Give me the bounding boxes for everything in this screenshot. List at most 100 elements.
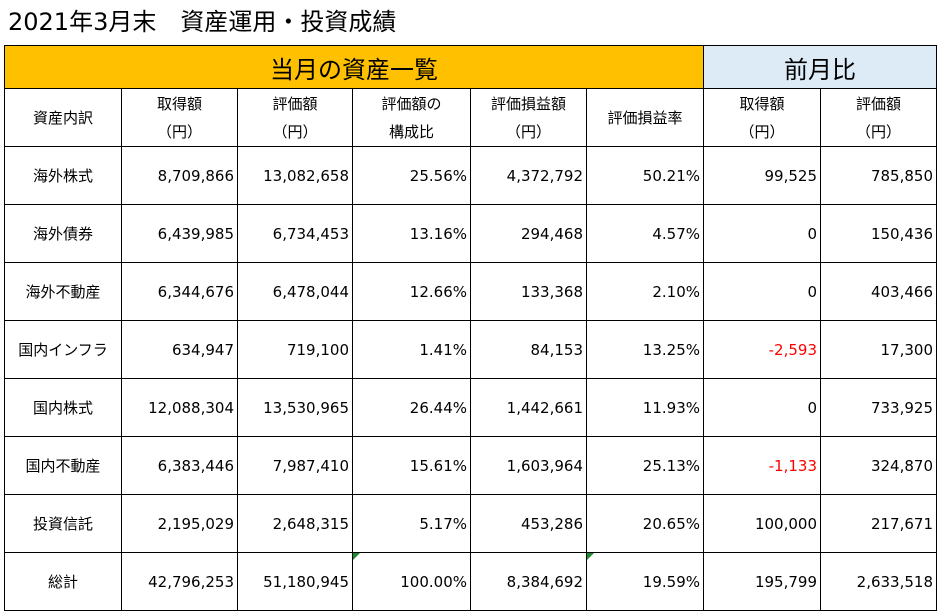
cell-value[interactable]: 51,180,945 [237, 552, 353, 611]
header-line2: （円） [855, 122, 901, 141]
cell-delta-value[interactable]: 324,870 [820, 436, 937, 495]
table-row: 国内不動産 6,383,446 7,987,410 15.61% 1,603,9… [4, 436, 937, 495]
cell-delta-value[interactable]: 150,436 [820, 204, 937, 263]
header-row: 資産内訳 取得額 （円） 評価額 （円） 評価額の構成比 評価損益額 （円） 評価損益… [4, 88, 937, 147]
cell-ratio[interactable]: 5.17% [352, 494, 471, 553]
cell-delta-cost[interactable]: -1,133 [703, 436, 821, 495]
cell-delta-value[interactable]: 17,300 [820, 320, 937, 379]
cell-delta-cost[interactable]: 195,799 [703, 552, 821, 611]
cell-ratio[interactable]: 15.61% [352, 436, 471, 495]
cell-pl-rate[interactable]: 13.25% [586, 320, 704, 379]
table-row: 海外不動産 6,344,676 6,478,044 12.66% 133,368… [4, 262, 937, 321]
cell-pl[interactable]: 453,286 [470, 494, 587, 553]
header-line2: （円） [739, 122, 785, 141]
cell-delta-value[interactable]: 217,671 [820, 494, 937, 553]
header-line1: 評価額の [381, 94, 442, 113]
cell-pl-rate[interactable]: 11.93% [586, 378, 704, 437]
cell-ratio[interactable]: 100.00% [352, 552, 471, 611]
cell-delta-value[interactable]: 785,850 [820, 146, 937, 205]
table-row: 国内株式 12,088,304 13,530,965 26.44% 1,442,… [4, 378, 937, 437]
cell-value[interactable]: 719,100 [237, 320, 353, 379]
cell-pl[interactable]: 4,372,792 [470, 146, 587, 205]
cell-ratio[interactable]: 26.44% [352, 378, 471, 437]
header-cost[interactable]: 取得額 （円） [121, 88, 238, 147]
header-delta-cost[interactable]: 取得額 （円） [703, 88, 821, 147]
header-line1: 評価額 [855, 94, 901, 113]
cell-delta-cost[interactable]: 99,525 [703, 146, 821, 205]
cell-cost[interactable]: 12,088,304 [121, 378, 238, 437]
cell-asset-name[interactable]: 海外不動産 [4, 262, 122, 321]
header-line1: 評価損益額 [490, 94, 566, 113]
cell-asset-name[interactable]: 国内不動産 [4, 436, 122, 495]
cell-pl-rate[interactable]: 4.57% [586, 204, 704, 263]
cell-ratio[interactable]: 25.56% [352, 146, 471, 205]
cell-pl[interactable]: 133,368 [470, 262, 587, 321]
cell-value[interactable]: 6,478,044 [237, 262, 353, 321]
header-delta-value[interactable]: 評価額 （円） [820, 88, 937, 147]
header-pl[interactable]: 評価損益額 （円） [470, 88, 587, 147]
cell-asset-name[interactable]: 海外株式 [4, 146, 122, 205]
cell-pl[interactable]: 294,468 [470, 204, 587, 263]
band-row: 当月の資産一覧 前月比 [4, 45, 937, 89]
cell-cost[interactable]: 8,709,866 [121, 146, 238, 205]
cell-delta-cost[interactable]: 100,000 [703, 494, 821, 553]
cell-asset-name[interactable]: 海外債券 [4, 204, 122, 263]
cell-ratio[interactable]: 13.16% [352, 204, 471, 263]
cell-delta-value[interactable]: 403,466 [820, 262, 937, 321]
asset-table: 当月の資産一覧 前月比 資産内訳 取得額 （円） 評価額 （円） 評価額の構成比 評… [4, 45, 937, 611]
current-month-band[interactable]: 当月の資産一覧 [4, 45, 704, 89]
cell-asset-name[interactable]: 総計 [4, 552, 122, 611]
page-title: 2021年3月末 資産運用・投資成績 [8, 8, 397, 36]
cell-cost[interactable]: 42,796,253 [121, 552, 238, 611]
header-ratio[interactable]: 評価額の 構成比 [352, 88, 471, 147]
header-line1: 取得額 [156, 94, 202, 113]
cell-ratio[interactable]: 1.41% [352, 320, 471, 379]
cell-delta-value[interactable]: 2,633,518 [820, 552, 937, 611]
header-line2: （円） [505, 122, 551, 141]
cell-cost[interactable]: 2,195,029 [121, 494, 238, 553]
cell-pl[interactable]: 8,384,692 [470, 552, 587, 611]
cell-delta-cost[interactable]: 0 [703, 378, 821, 437]
cell-delta-cost[interactable]: -2,593 [703, 320, 821, 379]
header-line2: 構成比 [388, 122, 434, 141]
cell-pl[interactable]: 84,153 [470, 320, 587, 379]
cell-asset-name[interactable]: 国内インフラ [4, 320, 122, 379]
table-row: 海外株式 8,709,866 13,082,658 25.56% 4,372,7… [4, 146, 937, 205]
header-line1: 取得額 [739, 94, 785, 113]
cell-pl-rate[interactable]: 50.21% [586, 146, 704, 205]
cell-value[interactable]: 2,648,315 [237, 494, 353, 553]
header-line2: （円） [156, 122, 202, 141]
cell-cost[interactable]: 634,947 [121, 320, 238, 379]
table-row: 国内インフラ 634,947 719,100 1.41% 84,153 13.2… [4, 320, 937, 379]
cell-pl-rate[interactable]: 25.13% [586, 436, 704, 495]
cell-value[interactable]: 7,987,410 [237, 436, 353, 495]
cell-pl-rate[interactable]: 19.59% [586, 552, 704, 611]
cell-asset-name[interactable]: 投資信託 [4, 494, 122, 553]
cell-pl[interactable]: 1,603,964 [470, 436, 587, 495]
cell-value[interactable]: 13,082,658 [237, 146, 353, 205]
cell-delta-value[interactable]: 733,925 [820, 378, 937, 437]
cell-cost[interactable]: 6,383,446 [121, 436, 238, 495]
cell-cost[interactable]: 6,439,985 [121, 204, 238, 263]
total-row: 総計 42,796,253 51,180,945 100.00% 8,384,6… [4, 552, 937, 611]
cell-value[interactable]: 6,734,453 [237, 204, 353, 263]
cell-delta-cost[interactable]: 0 [703, 262, 821, 321]
cell-ratio[interactable]: 12.66% [352, 262, 471, 321]
table-row: 投資信託 2,195,029 2,648,315 5.17% 453,286 2… [4, 494, 937, 553]
header-line1: 資産内訳 [32, 108, 93, 127]
cell-value[interactable]: 13,530,965 [237, 378, 353, 437]
cell-pl[interactable]: 1,442,661 [470, 378, 587, 437]
header-breakdown[interactable]: 資産内訳 [4, 88, 122, 147]
cell-delta-cost[interactable]: 0 [703, 204, 821, 263]
cell-pl-rate[interactable]: 20.65% [586, 494, 704, 553]
previous-month-band[interactable]: 前月比 [703, 45, 937, 89]
header-line1: 評価額 [272, 94, 318, 113]
cell-asset-name[interactable]: 国内株式 [4, 378, 122, 437]
table-row: 海外債券 6,439,985 6,734,453 13.16% 294,468 … [4, 204, 937, 263]
header-line1: 評価損益率 [607, 108, 683, 127]
header-line2: （円） [272, 122, 318, 141]
cell-cost[interactable]: 6,344,676 [121, 262, 238, 321]
cell-pl-rate[interactable]: 2.10% [586, 262, 704, 321]
header-value[interactable]: 評価額 （円） [237, 88, 353, 147]
header-pl-rate[interactable]: 評価損益率 [586, 88, 704, 147]
